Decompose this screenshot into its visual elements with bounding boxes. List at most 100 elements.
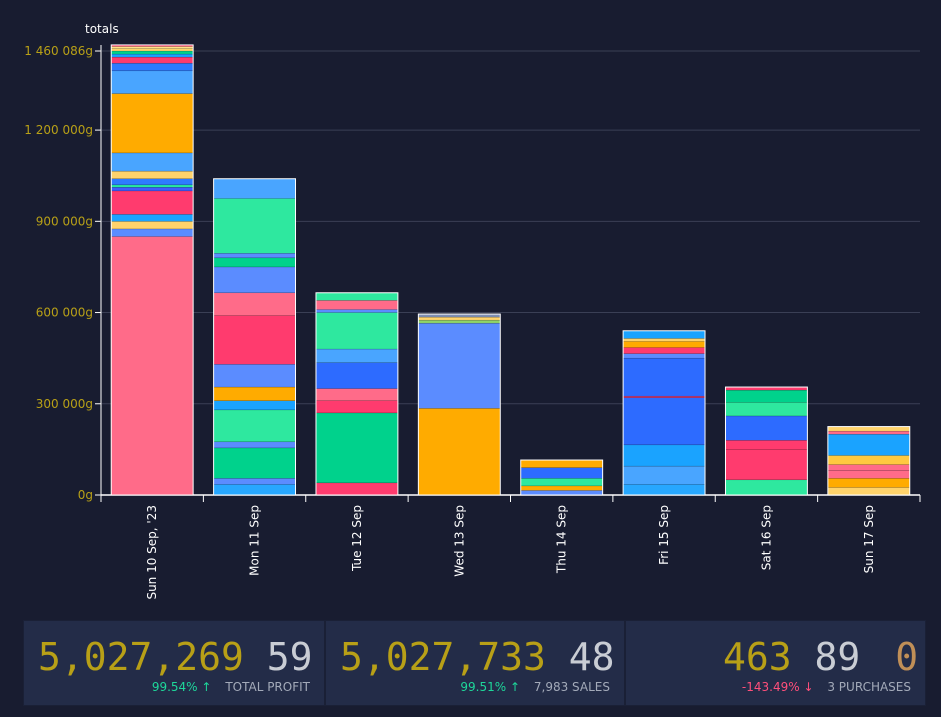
bar-segment[interactable]: [213, 386, 296, 401]
bar-segment[interactable]: [725, 389, 808, 403]
bar-segment[interactable]: [213, 266, 296, 294]
bar-segment[interactable]: [827, 470, 911, 479]
bar-segment[interactable]: [827, 464, 911, 471]
bar-segment[interactable]: [520, 478, 603, 487]
bar-segment[interactable]: [213, 178, 296, 199]
down-arrow-icon: ↓: [803, 680, 814, 694]
bar-segment[interactable]: [315, 400, 399, 414]
chart-area: totals 0g 300 000g 600 000g 900 000g 1 200 0…: [24, 22, 921, 600]
profit-pct: 99.54%: [151, 680, 198, 694]
bar-segment[interactable]: [418, 408, 501, 496]
bar-segment[interactable]: [622, 484, 706, 496]
bar-segment[interactable]: [827, 433, 911, 456]
bar-segment[interactable]: [110, 236, 194, 496]
bar-segment[interactable]: [520, 490, 603, 496]
bar-outline: [110, 44, 194, 496]
bar-segment[interactable]: [213, 409, 296, 443]
up-arrow-icon: ↑: [510, 680, 521, 694]
sales-amount: 5,027,733 48 24: [340, 635, 624, 679]
x-tick-label: Wed 13 Sep: [452, 505, 466, 577]
bar-segment[interactable]: [315, 348, 399, 363]
bar-segment[interactable]: [110, 53, 194, 58]
sales-label: 7,983 SALES: [533, 680, 610, 694]
bar-segment[interactable]: [827, 478, 911, 488]
x-tick-label: Tue 12 Sep: [350, 505, 364, 572]
bar-segment[interactable]: [622, 357, 706, 397]
purchases-silver: 89: [814, 635, 861, 679]
bar-segment[interactable]: [213, 441, 296, 449]
bar-segment[interactable]: [213, 447, 296, 479]
bar-outline: [417, 313, 501, 496]
bar-outline: [724, 386, 808, 496]
bar-segment[interactable]: [418, 319, 501, 324]
profit-label: TOTAL PROFIT: [225, 680, 310, 694]
bar-segment[interactable]: [110, 46, 194, 49]
bar-segment[interactable]: [725, 449, 808, 481]
bar-segment[interactable]: [827, 426, 911, 432]
bar-segment[interactable]: [622, 330, 706, 339]
bar-segment[interactable]: [418, 322, 501, 409]
bar-segment[interactable]: [110, 178, 194, 186]
bar-segment[interactable]: [827, 430, 911, 435]
bar-segment[interactable]: [110, 190, 194, 215]
bar-segment[interactable]: [213, 315, 296, 365]
bar-segment[interactable]: [213, 292, 296, 316]
profit-silver: 59: [266, 635, 313, 679]
bar-segment[interactable]: [622, 397, 706, 446]
bar-segment[interactable]: [213, 478, 296, 485]
profit-gold: 5,027,269: [38, 635, 244, 679]
bar-segment[interactable]: [110, 50, 194, 55]
bar-segment[interactable]: [110, 187, 194, 192]
bar-segment[interactable]: [315, 362, 399, 389]
bar-segment[interactable]: [110, 48, 194, 52]
bar-segment[interactable]: [213, 252, 296, 259]
bar-segment[interactable]: [418, 316, 501, 321]
bar-segment[interactable]: [110, 152, 194, 172]
bar-segment[interactable]: [315, 300, 399, 310]
bar-segment[interactable]: [110, 170, 194, 179]
bar-segment[interactable]: [725, 415, 808, 441]
bar-segment[interactable]: [315, 309, 399, 313]
bar-segment[interactable]: [315, 482, 399, 496]
bar-segment[interactable]: [213, 257, 296, 268]
bar-segment[interactable]: [622, 444, 706, 467]
sales-gold: 5,027,733: [340, 635, 546, 679]
bar-segment[interactable]: [110, 56, 194, 64]
bar-outline: [520, 459, 604, 496]
bar-segment[interactable]: [622, 465, 706, 485]
bar-segment[interactable]: [110, 221, 194, 230]
bar-segment[interactable]: [213, 363, 296, 388]
bar-segment[interactable]: [213, 400, 296, 411]
bar-segment[interactable]: [622, 353, 706, 359]
bar-outline: [315, 292, 399, 496]
bar-segment[interactable]: [622, 347, 706, 354]
bar-segment[interactable]: [110, 70, 194, 94]
y-tick-label: 300 000g: [36, 397, 93, 411]
bar-segment[interactable]: [725, 440, 808, 450]
purchases-pct: -143.49%: [741, 680, 800, 694]
bar-segment[interactable]: [315, 388, 399, 401]
bar-segment[interactable]: [110, 184, 194, 188]
x-tick-label: Sun 17 Sep: [862, 505, 876, 573]
x-tick-label: Mon 11 Sep: [248, 505, 262, 576]
bar-segment[interactable]: [110, 214, 194, 222]
bar-segment[interactable]: [315, 412, 399, 484]
bar-segment[interactable]: [110, 62, 194, 72]
bar-segment[interactable]: [520, 459, 603, 468]
bar-segment[interactable]: [520, 467, 603, 479]
bar-segment[interactable]: [725, 479, 808, 496]
bar-segment[interactable]: [622, 338, 706, 342]
bar-segment[interactable]: [213, 198, 296, 254]
bar-segment[interactable]: [213, 484, 296, 496]
bar-segment[interactable]: [110, 93, 194, 154]
bar-segment[interactable]: [827, 455, 911, 465]
bar-segment[interactable]: [110, 228, 194, 237]
bar-segment[interactable]: [622, 341, 706, 348]
bar-segment[interactable]: [725, 402, 808, 417]
bar-segment[interactable]: [315, 292, 399, 301]
purchases-footer: -143.49% ↓ 3 PURCHASES: [742, 679, 911, 695]
bar-segment[interactable]: [827, 487, 911, 496]
bar-segment[interactable]: [315, 312, 399, 350]
bar-outline: [622, 330, 706, 496]
bar-segment[interactable]: [520, 485, 603, 491]
